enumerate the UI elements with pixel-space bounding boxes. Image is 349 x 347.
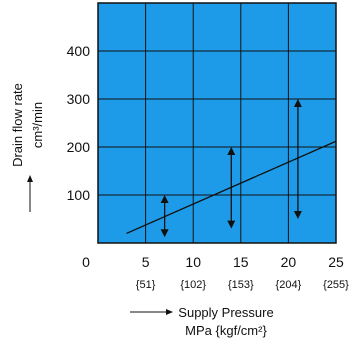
range-arrow-top [227, 147, 236, 155]
x-tick-label: 5 [142, 254, 150, 270]
tick-labels: 100 200 300 400 0 5 {51} 10 {102} 15 {153} 20 {204} 2… [67, 43, 349, 291]
x-tick-label: 0 [82, 254, 90, 270]
y-tick-label: 100 [67, 187, 91, 203]
x-subtick-label: {255} [323, 279, 349, 291]
y-tick-label: 400 [67, 43, 91, 59]
range-arrow-top [293, 99, 302, 107]
range-arrow-top [160, 195, 169, 203]
range-arrow-bottom [227, 220, 236, 229]
y-axis-label: Drain flow rate [10, 83, 25, 167]
chart-marks [126, 99, 337, 238]
x-tick-label: 15 [233, 254, 249, 270]
x-subtick-label: {204} [276, 279, 302, 291]
y-tick-label: 300 [67, 91, 91, 107]
x-axis-label: Supply Pressure [178, 305, 273, 320]
y-axis-unit: cm³/min [30, 102, 45, 148]
grid-lines [98, 3, 336, 243]
y-tick-label: 200 [67, 139, 91, 155]
plot-area [97, 2, 337, 244]
x-tick-label: 20 [281, 254, 297, 270]
x-axis-unit: MPa {kgf/cm²} [185, 323, 267, 338]
range-arrow-bottom [293, 211, 302, 219]
x-subtick-label: {51} [136, 279, 156, 291]
x-tick-label: 25 [328, 254, 344, 270]
x-tick-label: 10 [185, 254, 201, 270]
x-subtick-label: {102} [180, 279, 206, 291]
x-subtick-label: {153} [228, 279, 254, 291]
range-arrow-bottom [160, 229, 169, 238]
